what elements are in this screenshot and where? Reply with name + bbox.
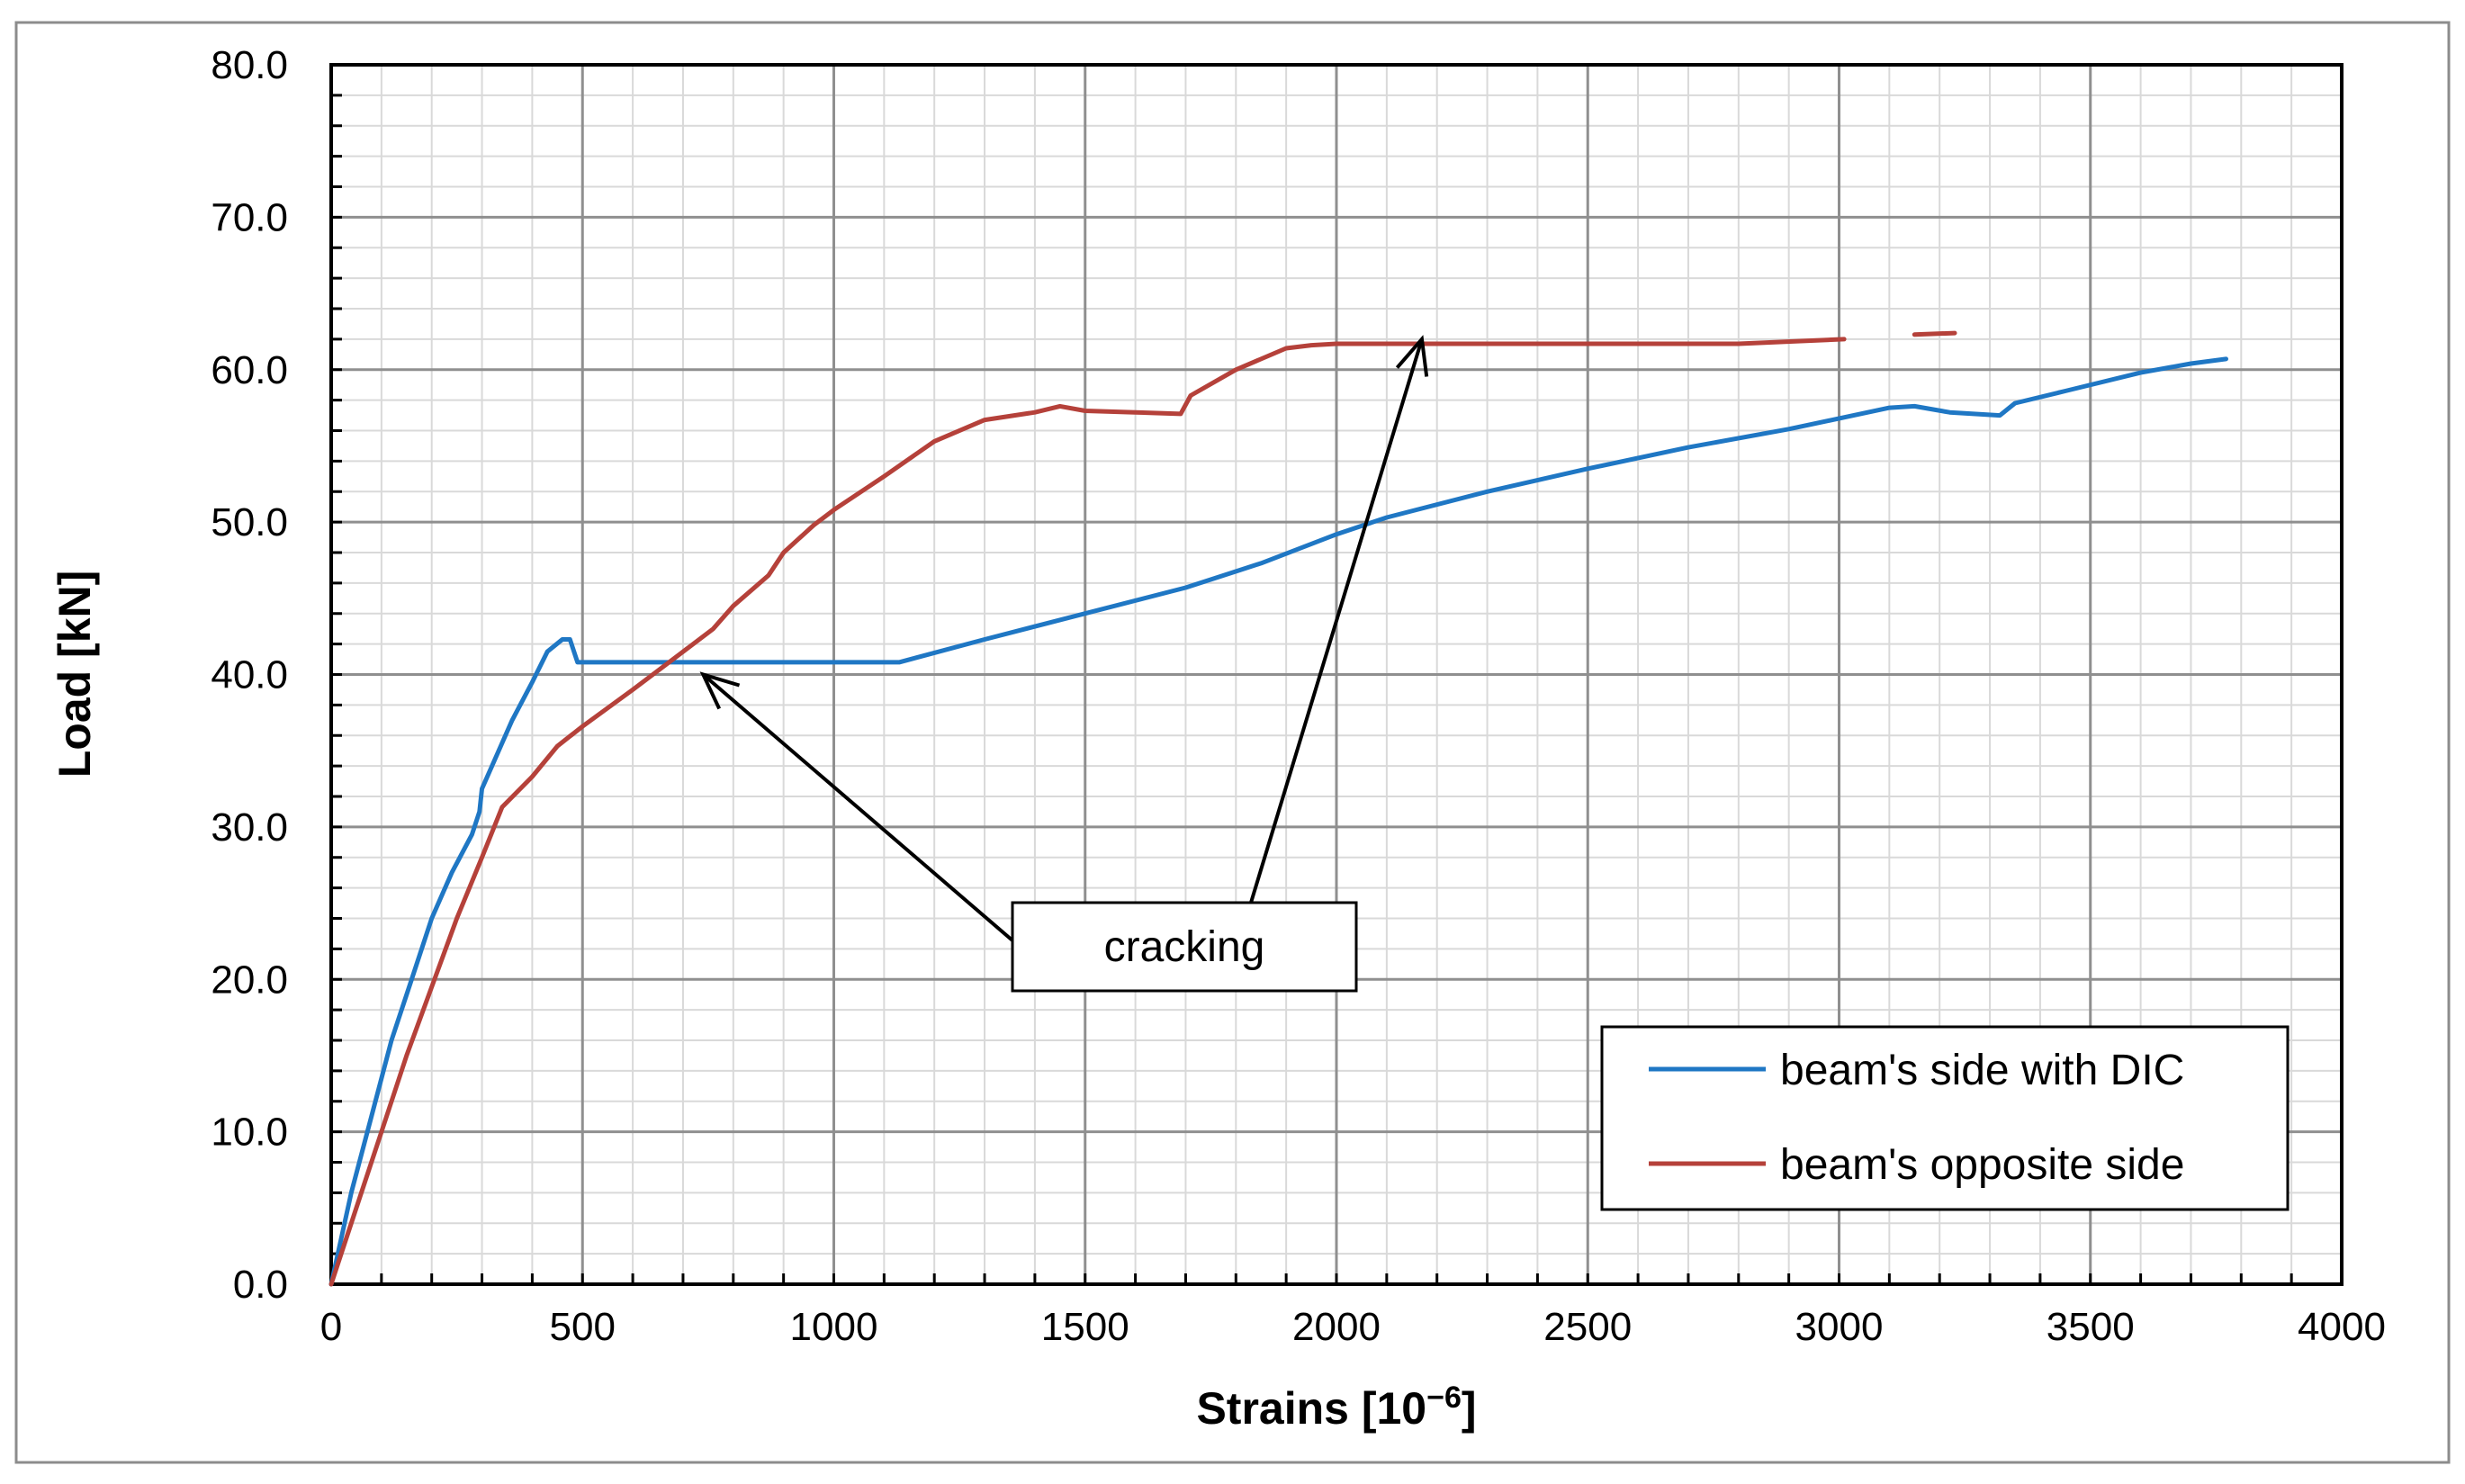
y-tick-label: 40.0 xyxy=(211,653,288,697)
series-line-opposite xyxy=(328,337,1847,1287)
x-tick-label: 3500 xyxy=(2047,1305,2135,1349)
y-tick-label: 0.0 xyxy=(233,1263,288,1307)
y-tick-label: 80.0 xyxy=(211,43,288,87)
x-tick-label: 3000 xyxy=(1795,1305,1884,1349)
annotation-arrow-head xyxy=(699,671,741,710)
x-tick-label: 2000 xyxy=(1292,1305,1381,1349)
legend-box xyxy=(1600,1025,2290,1211)
axes xyxy=(329,63,2344,1286)
cracking-annotation: cracking xyxy=(699,335,1429,993)
legend-label-opposite: beam's opposite side xyxy=(1780,1141,2184,1189)
y-tick-label: 30.0 xyxy=(211,805,288,850)
x-tick-label: 2500 xyxy=(1543,1305,1632,1349)
x-axis-title: Strains [10−6] xyxy=(1196,1381,1476,1434)
annotation-arrow-line xyxy=(1249,338,1424,904)
series-layer xyxy=(328,330,2228,1287)
annotation-text: cracking xyxy=(1104,923,1265,971)
legend-label-dic: beam's side with DIC xyxy=(1780,1047,2184,1094)
tick-labels: 0 500 1000 1500 2000 2500 3000 3500 4000 0.0 10.0 2… xyxy=(211,43,2386,1349)
x-tick-label: 0 xyxy=(320,1305,342,1349)
legend: beam's side with DIC beam's opposite sid… xyxy=(1600,1025,2290,1211)
y-axis-title: Load [kN] xyxy=(49,571,100,778)
y-tick-label: 20.0 xyxy=(211,958,288,1002)
x-axis-title-suffix: ] xyxy=(1462,1383,1477,1434)
y-tick-label: 50.0 xyxy=(211,500,288,544)
annotation-arrow-line xyxy=(701,672,1014,942)
x-tick-label: 1500 xyxy=(1041,1305,1129,1349)
x-axis-title-exponent: −6 xyxy=(1426,1381,1462,1415)
y-tick-label: 60.0 xyxy=(211,348,288,392)
series-line-opposite-segment xyxy=(1912,330,1957,337)
x-axis-title-main: Strains [10 xyxy=(1196,1383,1426,1434)
x-tick-label: 1000 xyxy=(790,1305,878,1349)
annotation-arrow-head xyxy=(1395,335,1429,377)
y-tick-label: 70.0 xyxy=(211,195,288,239)
y-tick-label: 10.0 xyxy=(211,1111,288,1155)
plot-area xyxy=(328,63,2344,1287)
x-tick-label: 500 xyxy=(550,1305,616,1349)
x-tick-label: 4000 xyxy=(2298,1305,2386,1349)
series-line-dic xyxy=(328,356,2228,1287)
annotation-box xyxy=(1011,901,1358,993)
